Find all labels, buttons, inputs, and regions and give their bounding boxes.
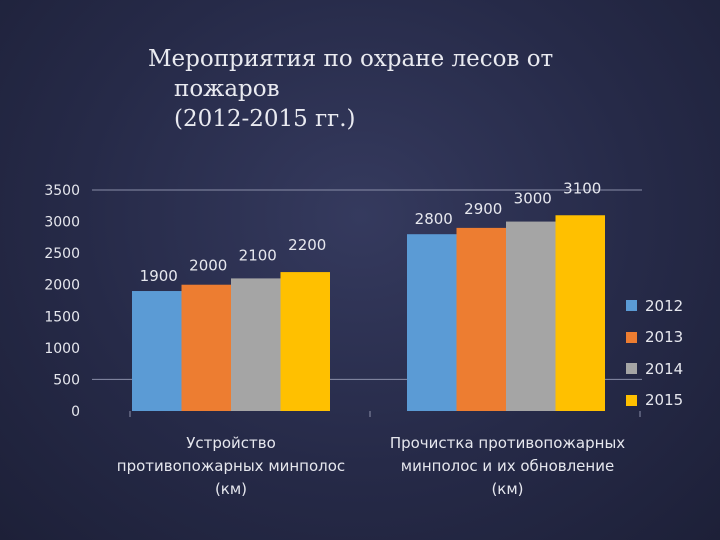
bar-2015-cat0 <box>280 272 330 411</box>
data-label-2014-cat0: 2100 <box>239 246 277 264</box>
legend-swatch <box>626 394 637 406</box>
bar-2013-cat0 <box>181 284 231 411</box>
data-label-2014-cat1: 3000 <box>514 190 552 208</box>
data-label-2013-cat1: 2900 <box>464 200 502 218</box>
legend-swatch <box>626 331 637 343</box>
legend-label: 2013 <box>645 328 684 347</box>
data-label-2013-cat0: 2000 <box>189 257 227 275</box>
legend-item-2012: 2012 <box>626 290 683 322</box>
legend-item-2014: 2014 <box>626 353 683 385</box>
y-tick-label: 2500 <box>44 246 80 262</box>
data-label-2015-cat1: 3100 <box>563 179 601 197</box>
y-tick-label: 1000 <box>44 341 80 357</box>
category-label-1: Прочистка противопожарных минполос и их … <box>389 434 626 498</box>
bar-2015-cat1 <box>555 215 605 411</box>
data-label-2012-cat0: 1900 <box>140 267 178 285</box>
y-tick-label: 500 <box>53 372 80 388</box>
bar-2014-cat1 <box>506 221 556 411</box>
bar-2012-cat0 <box>132 291 182 411</box>
bar-2012-cat1 <box>407 234 457 411</box>
legend-item-2013: 2013 <box>626 322 683 354</box>
legend-item-2015: 2015 <box>626 385 683 417</box>
category-label-0: Устройство противопожарных минполос (км) <box>116 434 346 498</box>
y-tick-label: 2000 <box>44 278 80 294</box>
legend-swatch <box>626 300 637 312</box>
title-line-3: (2012-2015 гг.) <box>174 106 356 132</box>
legend-label: 2014 <box>645 359 684 378</box>
y-tick-label: 1500 <box>44 309 80 325</box>
bar-2014-cat0 <box>231 278 281 411</box>
y-tick-label: 3000 <box>44 215 80 231</box>
y-tick-label: 3500 <box>44 183 80 199</box>
data-label-2012-cat1: 2800 <box>415 210 453 228</box>
title-line-1: Мероприятия по охране лесов от <box>148 46 554 72</box>
title-line-2: пожаров <box>174 76 280 102</box>
bar-2013-cat1 <box>456 227 506 411</box>
data-label-2015-cat0: 2200 <box>288 236 326 254</box>
legend-label: 2012 <box>645 296 684 315</box>
chart-legend: 2012 2013 2014 2015 <box>626 290 683 416</box>
legend-label: 2015 <box>645 391 684 410</box>
legend-swatch <box>626 363 637 375</box>
y-tick-label: 0 <box>71 404 80 420</box>
slide-title: Мероприятия по охране лесов от пожаров (… <box>148 44 618 134</box>
